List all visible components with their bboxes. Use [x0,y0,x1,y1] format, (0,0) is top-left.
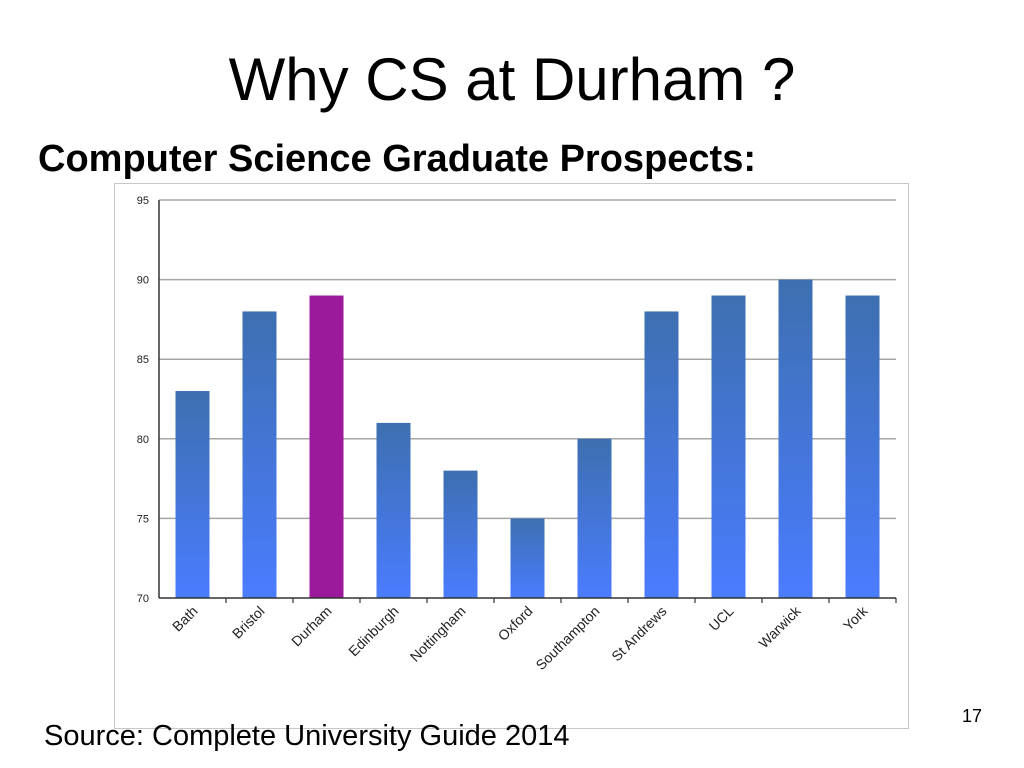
bar-bath [175,391,210,598]
x-tick-label: Bristol [229,603,268,642]
y-tick-label: 85 [137,354,149,366]
bar-chart: 70 75 80 85 90 95 Bath Bristol Durham Edinburgh No… [137,195,897,673]
slide-subtitle: Computer Science Graduate Prospects: [38,138,756,180]
bar-york [845,295,880,598]
chart-frame: 70 75 80 85 90 95 Bath Bristol Durham Edinburgh No… [114,183,909,729]
x-tick-label: Edinburgh [345,603,401,659]
bar-st-andrews [644,311,679,598]
slide-title: Why CS at Durham ? [228,46,796,113]
bar-bristol [242,311,277,598]
y-tick-label: 95 [137,195,149,207]
x-tick-label: Durham [288,603,335,650]
bar-warwick [778,279,813,598]
y-tick-label: 70 [137,593,149,605]
source-note: Source: Complete University Guide 2014 [44,720,570,752]
x-tick-label: Nottingham [407,603,469,665]
y-tick-label: 75 [137,513,149,525]
bar-durham [309,295,344,598]
x-tick-label: Oxford [495,603,536,644]
y-tick-label: 80 [137,434,149,446]
bars [175,279,880,598]
bar-oxford [510,518,545,598]
page-number: 17 [962,706,983,726]
bar-southampton [577,438,612,598]
y-tick-label: 90 [137,275,149,287]
bar-nottingham [443,470,478,598]
x-tick-label: Bath [169,603,201,635]
x-tick-label: Southampton [532,603,602,673]
bar-edinburgh [376,422,411,598]
x-tick-label: St Andrews [608,603,669,664]
x-tick-label: UCL [705,603,736,634]
axes [158,200,897,603]
grid-lines [159,199,896,520]
bar-ucl [711,295,746,598]
x-tick-label: Warwick [755,602,804,651]
x-tick-label: York [840,602,871,633]
